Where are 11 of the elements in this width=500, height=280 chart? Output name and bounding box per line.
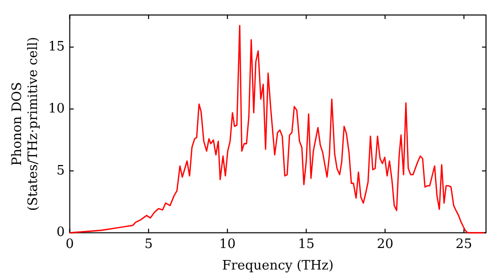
x-tick-label: 5 — [144, 236, 153, 252]
x-tick-label: 25 — [456, 236, 472, 252]
y-axis-title: Phonon DOS (States/THz·primitive cell) — [10, 36, 41, 211]
y-tick-label: 5 — [56, 163, 65, 178]
y-tick-label: 10 — [48, 101, 65, 116]
x-axis-title: Frequency (THz) — [222, 258, 334, 274]
y-tick-label: 15 — [48, 40, 65, 55]
x-tick-label: 20 — [376, 236, 394, 252]
x-tick-label: 10 — [219, 236, 236, 252]
x-tick-label: 15 — [298, 236, 315, 252]
y-tick-label: 0 — [56, 225, 65, 240]
